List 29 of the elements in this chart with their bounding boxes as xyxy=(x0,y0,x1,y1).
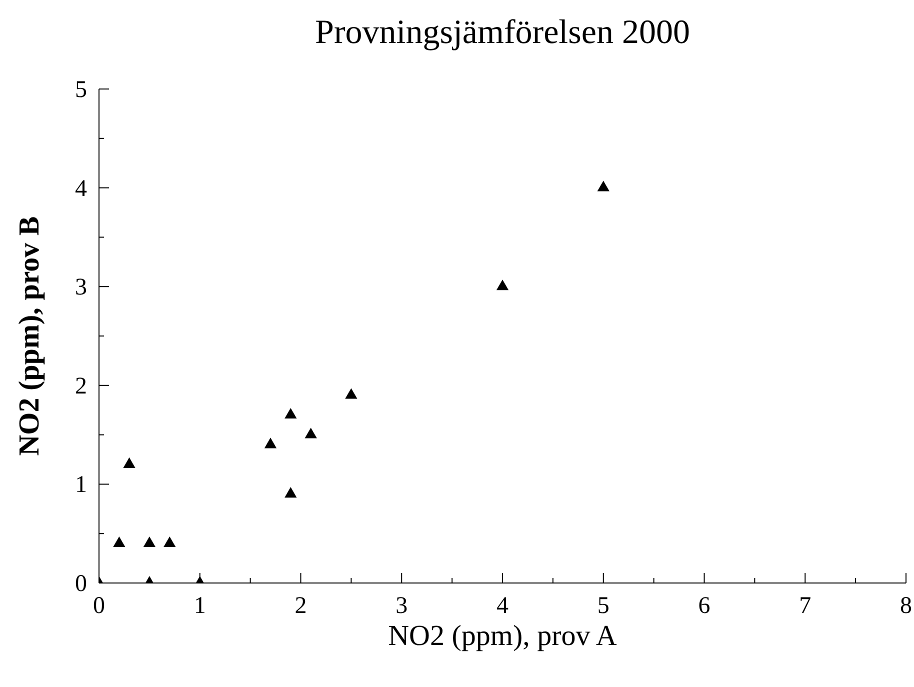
x-tick-label: 5 xyxy=(597,593,610,619)
y-tick-label: 0 xyxy=(75,571,87,597)
point xyxy=(304,428,317,438)
point xyxy=(113,536,126,547)
x-tick-label: 3 xyxy=(396,593,408,619)
x-tick-label: 4 xyxy=(496,593,508,619)
point xyxy=(143,536,156,547)
x-tick-label: 7 xyxy=(799,593,812,619)
point xyxy=(597,180,610,192)
y-tick-label: 2 xyxy=(75,373,87,400)
point xyxy=(284,408,297,419)
point xyxy=(123,457,136,468)
y-tick-label: 3 xyxy=(75,274,87,301)
y-tick-label: 4 xyxy=(75,176,87,202)
y-tick-label: 1 xyxy=(75,472,87,498)
chart-title: Provningsjämförelsen 2000 xyxy=(314,14,691,52)
x-tick-label: 0 xyxy=(93,593,105,619)
point xyxy=(264,438,277,448)
point xyxy=(284,487,297,498)
x-tick-label: 8 xyxy=(900,593,912,619)
x-tick-label: 6 xyxy=(698,593,710,619)
x-tick-label: 2 xyxy=(294,593,307,619)
point xyxy=(164,536,176,547)
point xyxy=(496,280,509,290)
y-axis-title: NO2 (ppm), prov B xyxy=(14,216,46,456)
y-tick-label: 5 xyxy=(75,77,87,103)
point xyxy=(345,388,358,399)
x-axis-title: NO2 (ppm), prov A xyxy=(387,620,618,653)
x-tick-label: 1 xyxy=(194,593,206,619)
